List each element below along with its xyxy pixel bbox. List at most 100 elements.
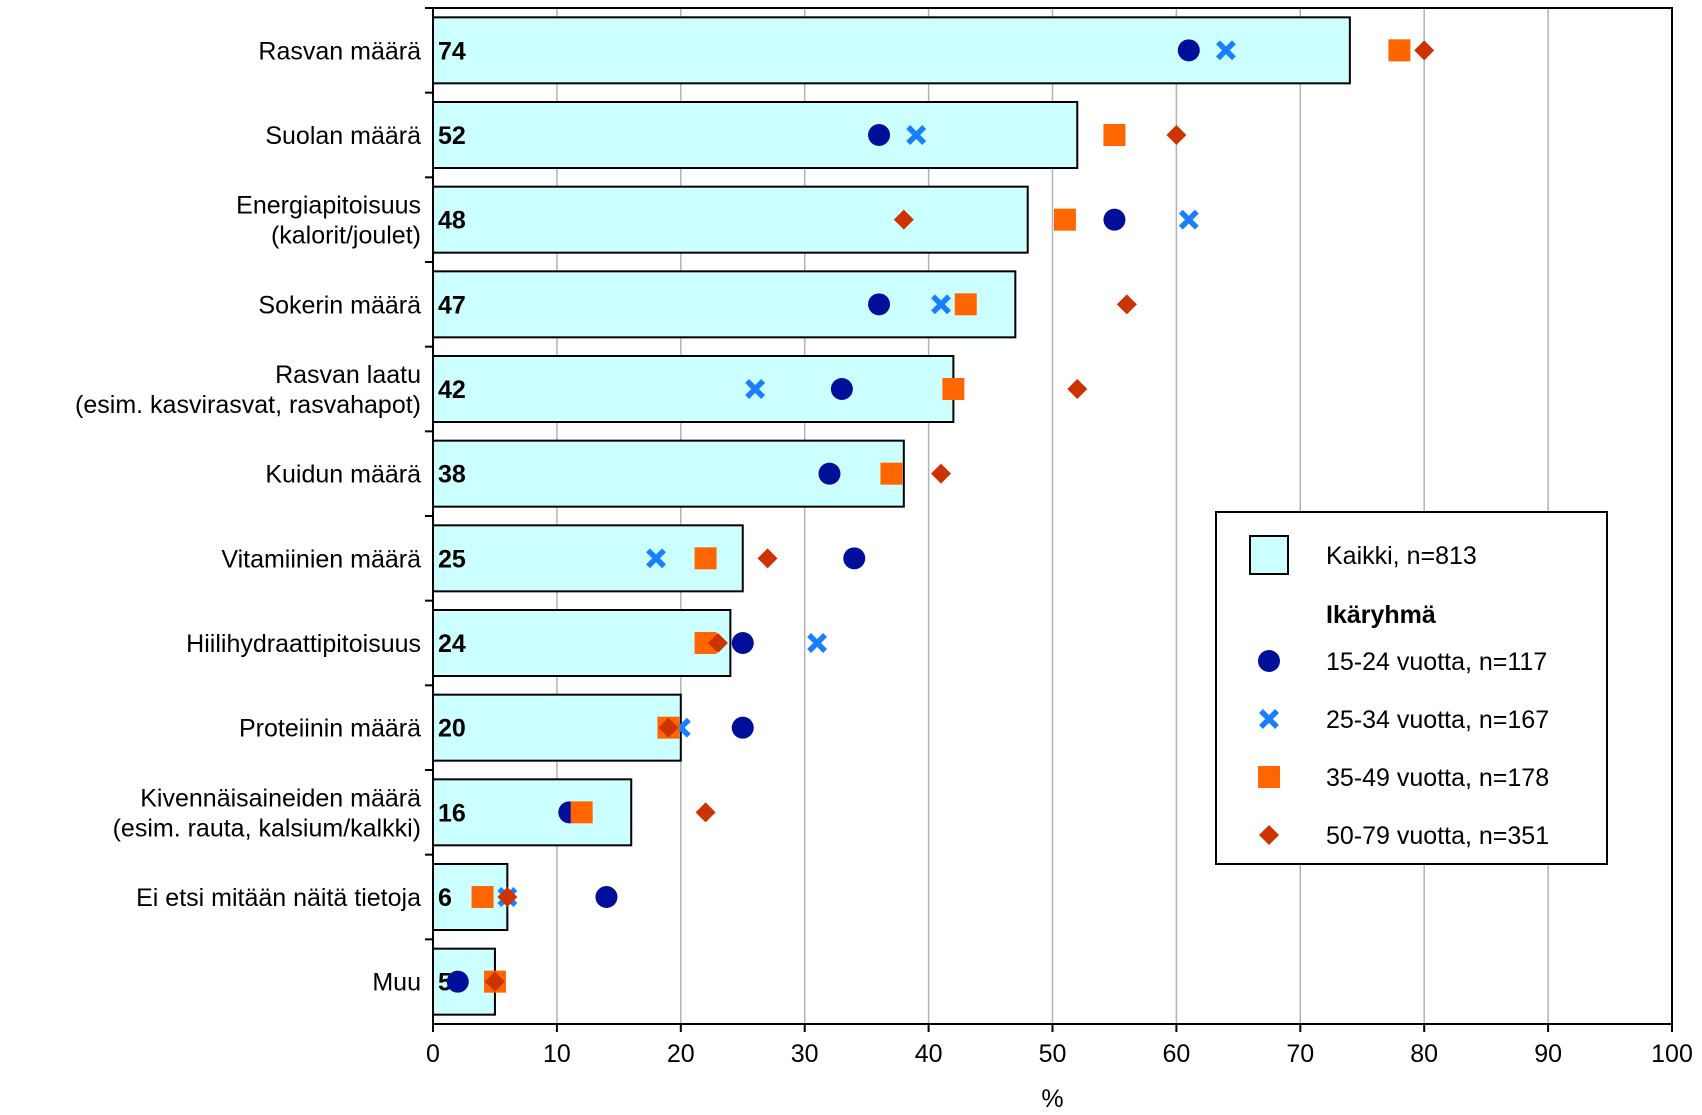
x-tick-label: 50 bbox=[1039, 1040, 1067, 1068]
bar-value-label: 24 bbox=[438, 630, 466, 658]
point-diamond bbox=[930, 463, 951, 484]
x-tick-label: 70 bbox=[1286, 1040, 1314, 1068]
point-square bbox=[954, 293, 977, 316]
category-label: Muu bbox=[372, 969, 421, 997]
point-square bbox=[694, 632, 717, 654]
bar bbox=[432, 778, 633, 847]
point-diamond bbox=[757, 548, 778, 569]
point-circle bbox=[731, 632, 754, 654]
legend-marker-square bbox=[1258, 766, 1280, 788]
bar bbox=[432, 693, 682, 762]
point-square bbox=[471, 886, 494, 908]
legend-group-title: Ikäryhmä bbox=[1326, 601, 1436, 629]
x-tick-label: 60 bbox=[1162, 1040, 1190, 1068]
x-tick-label: 100 bbox=[1651, 1040, 1693, 1068]
bar-value-label: 25 bbox=[438, 545, 466, 573]
bar bbox=[432, 863, 509, 931]
point-diamond bbox=[1116, 294, 1137, 315]
bar-value-label: 52 bbox=[438, 122, 466, 150]
point-diamond bbox=[1414, 40, 1435, 61]
point-circle bbox=[1103, 208, 1126, 231]
bar bbox=[432, 16, 1351, 85]
bar bbox=[432, 101, 1079, 169]
category-labels: Rasvan määrä Suolan määrä Energiapitoisuus… bbox=[75, 37, 421, 996]
point-diamond bbox=[497, 887, 518, 907]
marker-layer bbox=[446, 39, 1435, 993]
category-label: Proteiinin määrä bbox=[239, 715, 421, 743]
point-x bbox=[646, 548, 666, 569]
point-x bbox=[931, 294, 951, 315]
point-square bbox=[1053, 208, 1076, 231]
x-axis: 0 10 20 30 40 50 60 70 80 90 100% bbox=[425, 7, 1693, 1113]
legend-marker-circle bbox=[1258, 650, 1280, 672]
point-circle bbox=[843, 547, 866, 570]
point-diamond bbox=[893, 209, 914, 230]
bar-value-label: 5 bbox=[438, 969, 452, 997]
x-axis-title: % bbox=[1041, 1085, 1063, 1113]
point-square bbox=[570, 801, 593, 824]
point-diamond bbox=[707, 633, 728, 653]
point-circle bbox=[818, 462, 841, 485]
bar-value-label: 20 bbox=[438, 715, 466, 743]
category-label: (esim. rauta, kalsium/kalkki) bbox=[113, 814, 421, 842]
bar-value-label: 42 bbox=[438, 376, 466, 404]
point-x bbox=[745, 379, 766, 399]
category-label: (kalorit/joulet) bbox=[271, 222, 421, 250]
point-square bbox=[942, 378, 965, 400]
legend-label: 15-24 vuotta, n=117 bbox=[1326, 648, 1547, 676]
category-label: Ei etsi mitään näitä tietoja bbox=[136, 884, 421, 912]
bar-value-label: 38 bbox=[438, 461, 466, 489]
x-tick-label: 0 bbox=[426, 1040, 440, 1068]
category-label: Suolan määrä bbox=[265, 122, 421, 150]
bar bbox=[432, 185, 1029, 254]
point-diamond bbox=[658, 717, 679, 738]
x-tick-label: 20 bbox=[667, 1040, 695, 1068]
point-x bbox=[906, 125, 927, 145]
point-diamond bbox=[1067, 379, 1088, 399]
bar bbox=[432, 270, 1017, 339]
point-circle bbox=[731, 716, 754, 739]
legend-swatch-bar bbox=[1249, 535, 1289, 575]
legend-label: Kaikki, n=813 bbox=[1326, 542, 1477, 570]
bar-layer: 74 52 48 47 42 38 25 24 20 16 6 5 bbox=[432, 16, 1351, 1016]
category-label: Hiilihydraattipitoisuus bbox=[186, 630, 421, 658]
point-square bbox=[880, 462, 903, 485]
category-label: Kuidun määrä bbox=[265, 461, 421, 489]
legend-label: 35-49 vuotta, n=178 bbox=[1326, 764, 1549, 792]
x-tick-label: 90 bbox=[1534, 1040, 1562, 1068]
point-circle bbox=[830, 378, 853, 400]
point-square bbox=[1388, 39, 1411, 62]
bar-value-label: 48 bbox=[438, 207, 466, 235]
legend-label: 50-79 vuotta, n=351 bbox=[1326, 822, 1549, 850]
bar-value-label: 6 bbox=[438, 884, 452, 912]
point-circle bbox=[446, 970, 469, 993]
x-tick-label: 80 bbox=[1410, 1040, 1438, 1068]
category-label: Rasvan määrä bbox=[258, 37, 421, 65]
bar bbox=[432, 609, 732, 677]
point-circle bbox=[868, 124, 891, 146]
category-label: Kivennäisaineiden määrä bbox=[140, 784, 421, 812]
x-tick-label: 40 bbox=[915, 1040, 943, 1068]
legend-marker-diamond bbox=[1259, 825, 1279, 845]
x-tick-label: 30 bbox=[791, 1040, 819, 1068]
point-circle bbox=[868, 293, 891, 316]
legend: Kaikki, n=813 Ikäryhmä 15-24 vuotta, n=117… bbox=[1215, 511, 1608, 865]
point-x bbox=[807, 633, 828, 653]
point-x bbox=[1216, 40, 1236, 61]
bar-value-label: 47 bbox=[438, 291, 466, 319]
bar-value-label: 74 bbox=[438, 37, 466, 65]
bar bbox=[432, 355, 955, 423]
legend-label: 25-34 vuotta, n=167 bbox=[1326, 706, 1549, 734]
category-label: Sokerin määrä bbox=[258, 291, 421, 319]
point-x bbox=[1178, 209, 1199, 230]
point-circle bbox=[1177, 39, 1200, 62]
bar-value-label: 16 bbox=[438, 799, 466, 827]
category-label: (esim. kasvirasvat, rasvahapot) bbox=[75, 391, 421, 419]
legend-box bbox=[1215, 511, 1608, 865]
category-label: Energiapitoisuus bbox=[236, 192, 421, 220]
legend-marker-x bbox=[1259, 709, 1279, 729]
x-tick-label: 10 bbox=[543, 1040, 571, 1068]
point-square bbox=[694, 547, 717, 570]
point-diamond bbox=[695, 802, 716, 823]
